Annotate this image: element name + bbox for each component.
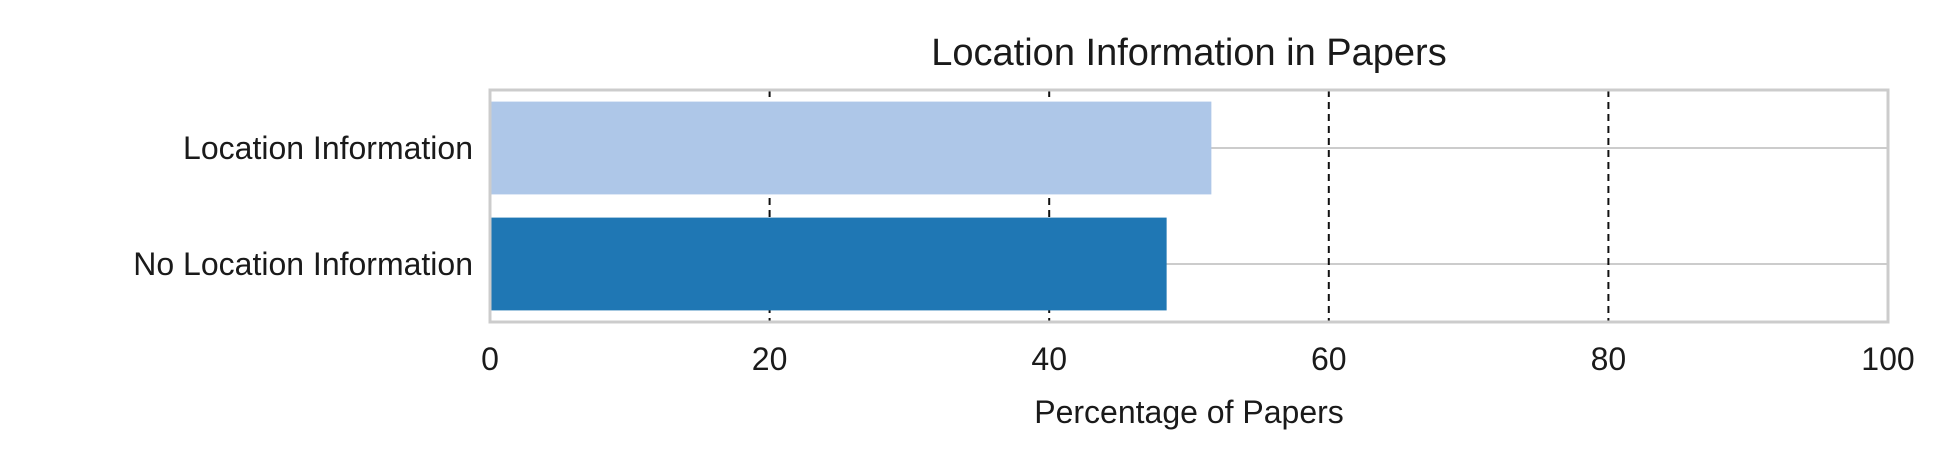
x-tick-label: 0: [481, 341, 499, 377]
plot-frame: [488, 88, 1890, 324]
chart-title: Location Information in Papers: [931, 32, 1446, 74]
y-tick-label: No Location Information: [133, 246, 473, 282]
x-tick-label: 20: [752, 341, 788, 377]
x-tick-label: 80: [1591, 341, 1627, 377]
y-tick-label: Location Information: [183, 130, 473, 166]
x-tick-labels: 0 20 40 60 80 100: [481, 341, 1915, 377]
bar-no-location-information: [490, 217, 1167, 311]
x-axis-label: Percentage of Papers: [1034, 394, 1344, 430]
plot-frame-rect: [488, 88, 1890, 324]
x-tick-label: 40: [1031, 341, 1067, 377]
bars-layer: [490, 101, 1212, 311]
bar-location-information: [490, 101, 1212, 195]
x-tick-label: 100: [1861, 341, 1914, 377]
y-tick-labels: Location Information No Location Informat…: [133, 130, 473, 282]
x-tick-label: 60: [1311, 341, 1347, 377]
